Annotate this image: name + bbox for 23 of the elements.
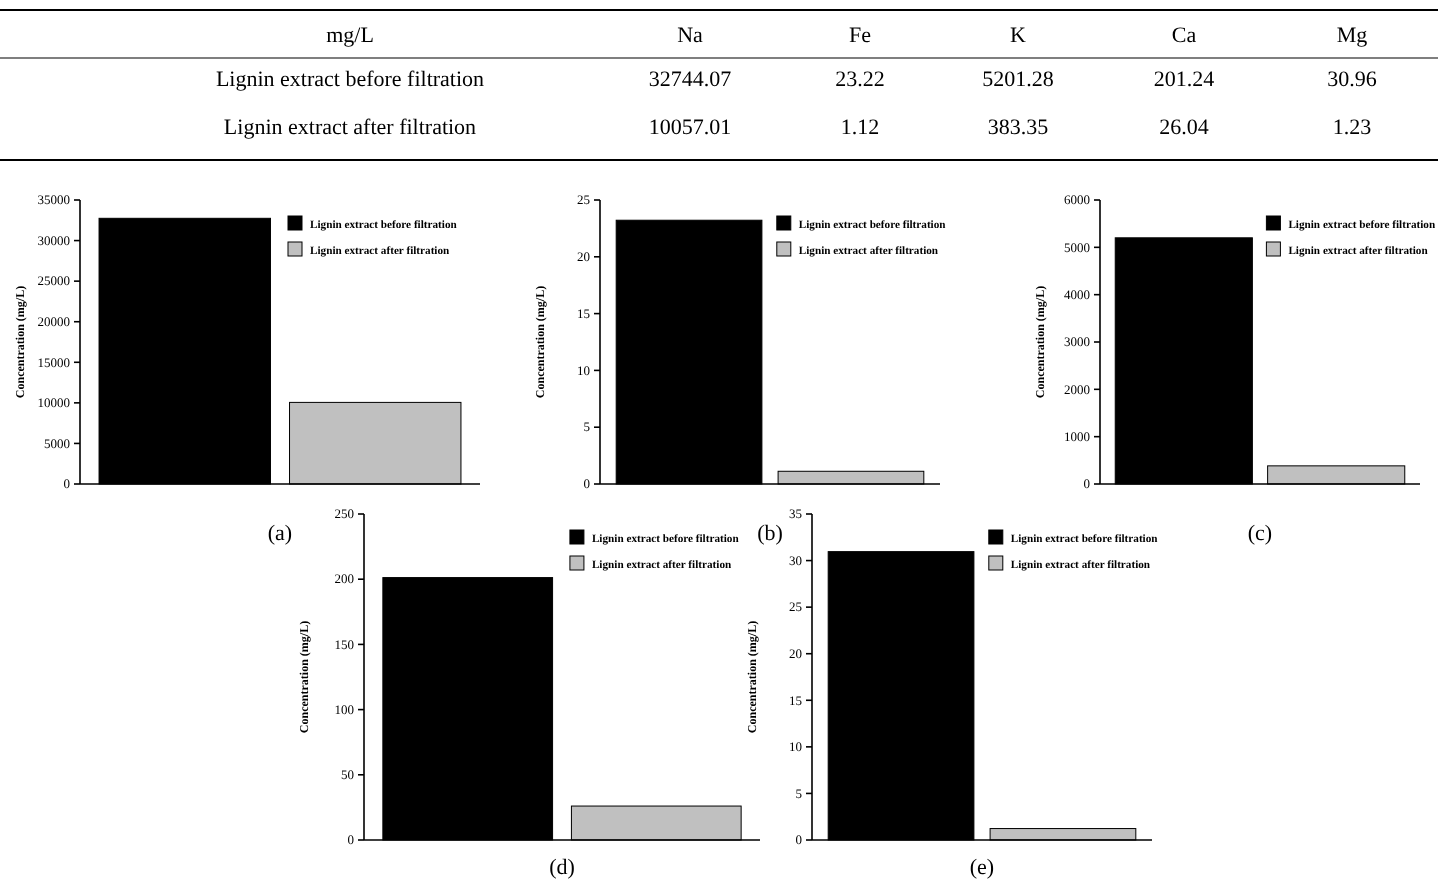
text: 23.22 bbox=[835, 68, 885, 92]
category-label: K bbox=[1010, 24, 1027, 48]
text: 383.35 bbox=[987, 116, 1049, 140]
text: mg/L bbox=[326, 24, 375, 48]
category-label: Fe bbox=[849, 24, 872, 48]
text: 201.24 bbox=[1153, 68, 1215, 92]
category-label: Mg bbox=[1336, 24, 1369, 48]
text: (c) bbox=[1247, 522, 1273, 546]
text: 1.23 bbox=[1332, 116, 1372, 140]
text: 1.12 bbox=[840, 116, 880, 140]
text: (e) bbox=[969, 856, 995, 880]
category-label: Ca bbox=[1171, 24, 1197, 48]
text: (b) bbox=[757, 522, 784, 546]
category-label: Lignin extract before filtration bbox=[215, 68, 485, 92]
text: (a) bbox=[267, 522, 293, 546]
text: 5201.28 bbox=[982, 68, 1054, 92]
text: 10057.01 bbox=[648, 116, 732, 140]
text: (d) bbox=[549, 856, 576, 880]
category-label: Na bbox=[677, 24, 704, 48]
category-label: Lignin extract after filtration bbox=[223, 116, 477, 140]
text: 26.04 bbox=[1159, 116, 1209, 140]
text: 32744.07 bbox=[648, 68, 732, 92]
text: 30.96 bbox=[1327, 68, 1377, 92]
